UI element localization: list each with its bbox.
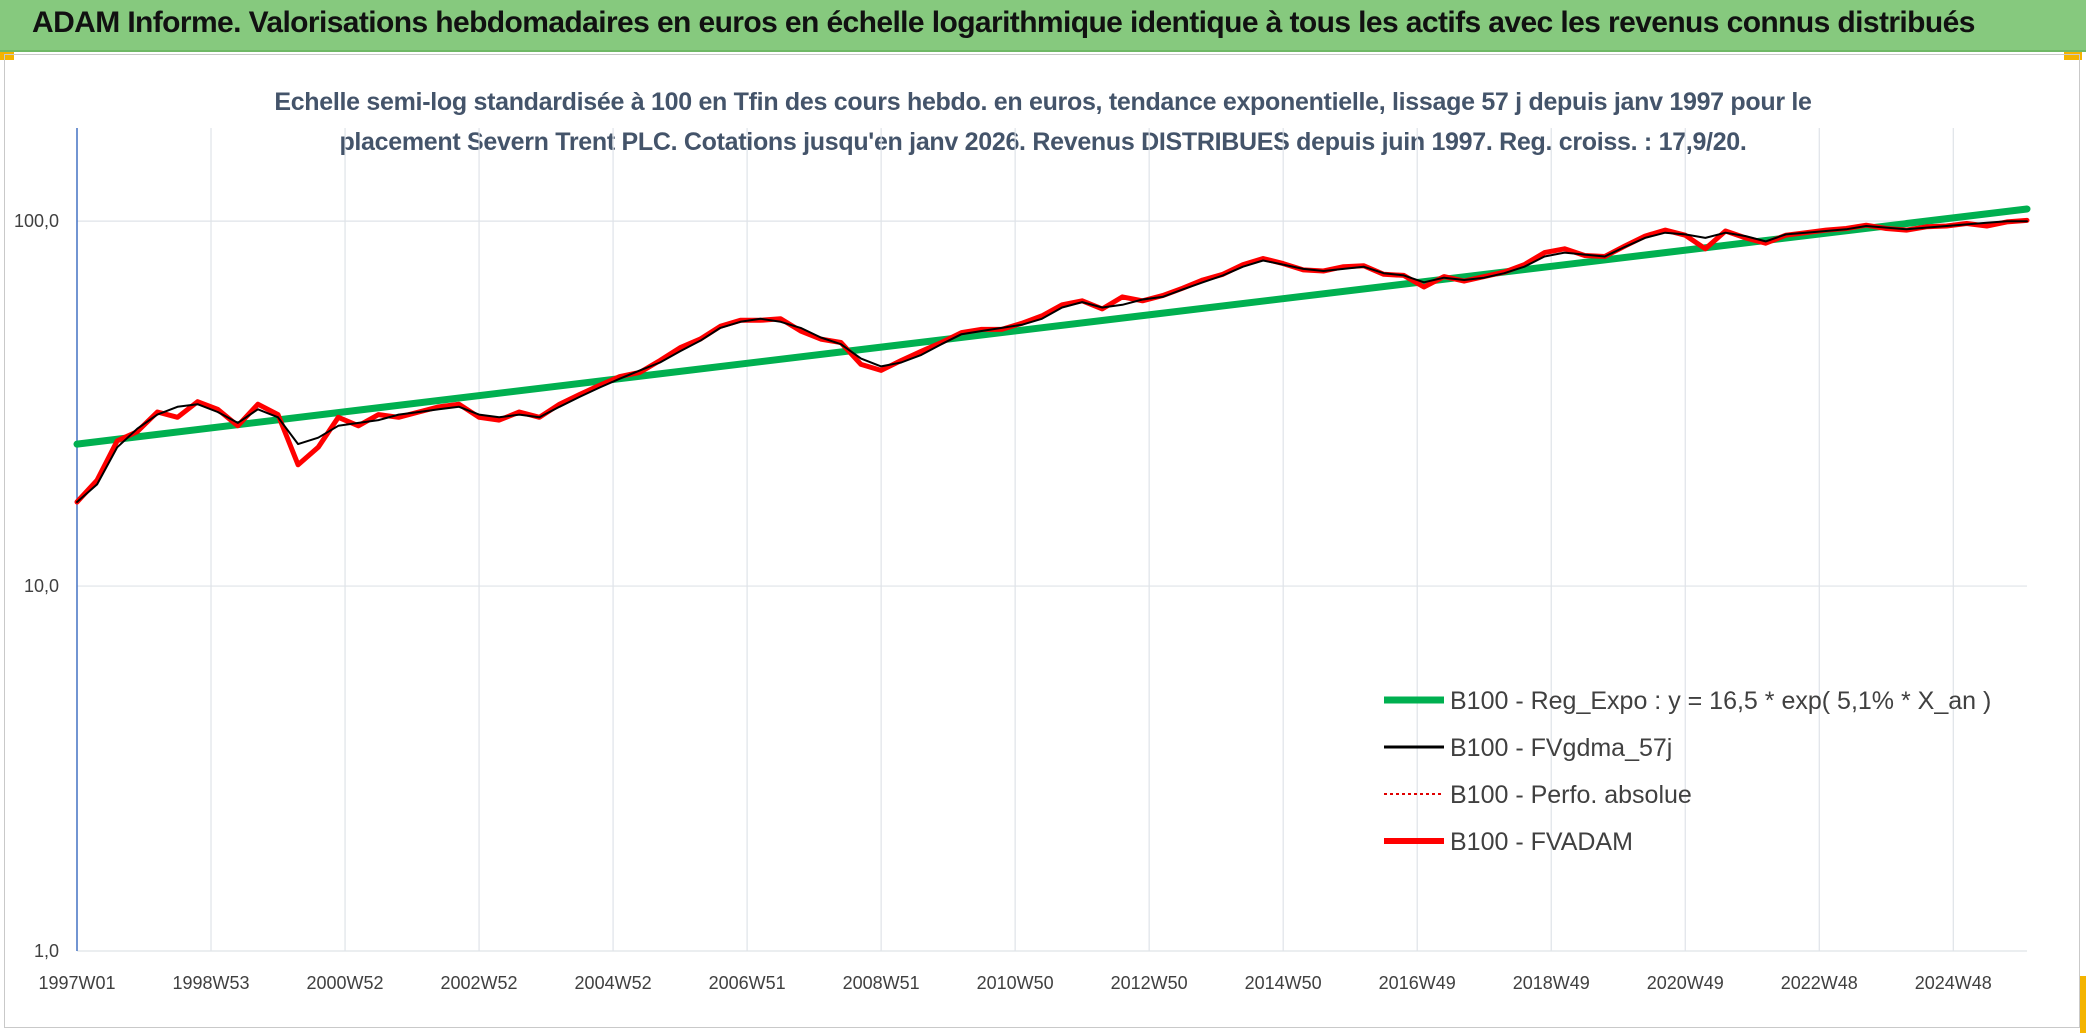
x-tick-label: 1998W53 — [172, 973, 249, 993]
legend-label-trend: B100 - Reg_Expo : y = 16,5 * exp( 5,1% *… — [1450, 687, 1991, 715]
legend-label-fvgdma: B100 - FVgdma_57j — [1450, 734, 1672, 762]
page-title: ADAM Informe. Valorisations hebdomadaire… — [32, 6, 1975, 39]
y-tick-label: 10,0 — [24, 576, 59, 596]
x-tick-label: 2014W50 — [1245, 973, 1322, 993]
x-tick-label: 2016W49 — [1379, 973, 1456, 993]
series-fvadam-line — [74, 217, 2030, 505]
x-tick-label: 2002W52 — [441, 973, 518, 993]
legend-label-perfo: B100 - Perfo. absolue — [1450, 781, 1692, 809]
corner-marker-top-right — [2064, 52, 2082, 60]
x-tick-label: 2020W49 — [1647, 973, 1724, 993]
series-trend-line — [73, 205, 2031, 448]
x-tick-label: 2022W48 — [1781, 973, 1858, 993]
x-tick-label: 2000W52 — [307, 973, 384, 993]
x-tick-label: 2004W52 — [575, 973, 652, 993]
header-bar: ADAM Informe. Valorisations hebdomadaire… — [0, 0, 2086, 52]
x-tick-label: 2012W50 — [1111, 973, 1188, 993]
corner-marker-bottom-right — [2080, 976, 2086, 1033]
chart-title-line-1: Echelle semi-log standardisée à 100 en T… — [274, 88, 1812, 116]
x-tick-label: 2006W51 — [709, 973, 786, 993]
x-tick-label: 1997W01 — [38, 973, 115, 993]
corner-marker-top-left — [0, 52, 14, 60]
y-tick-label: 100,0 — [14, 211, 59, 231]
series-fvgdma-line — [76, 220, 2028, 503]
chart-frame — [4, 54, 2080, 1028]
legend-label-fvadam: B100 - FVADAM — [1450, 828, 1633, 856]
x-tick-label: 2024W48 — [1915, 973, 1992, 993]
y-tick-label: 1,0 — [34, 941, 59, 961]
x-tick-label: 2008W51 — [843, 973, 920, 993]
x-tick-label: 2018W49 — [1513, 973, 1590, 993]
chart-title-line-2: placement Severn Trent PLC. Cotations ju… — [339, 128, 1747, 156]
x-tick-label: 2010W50 — [977, 973, 1054, 993]
